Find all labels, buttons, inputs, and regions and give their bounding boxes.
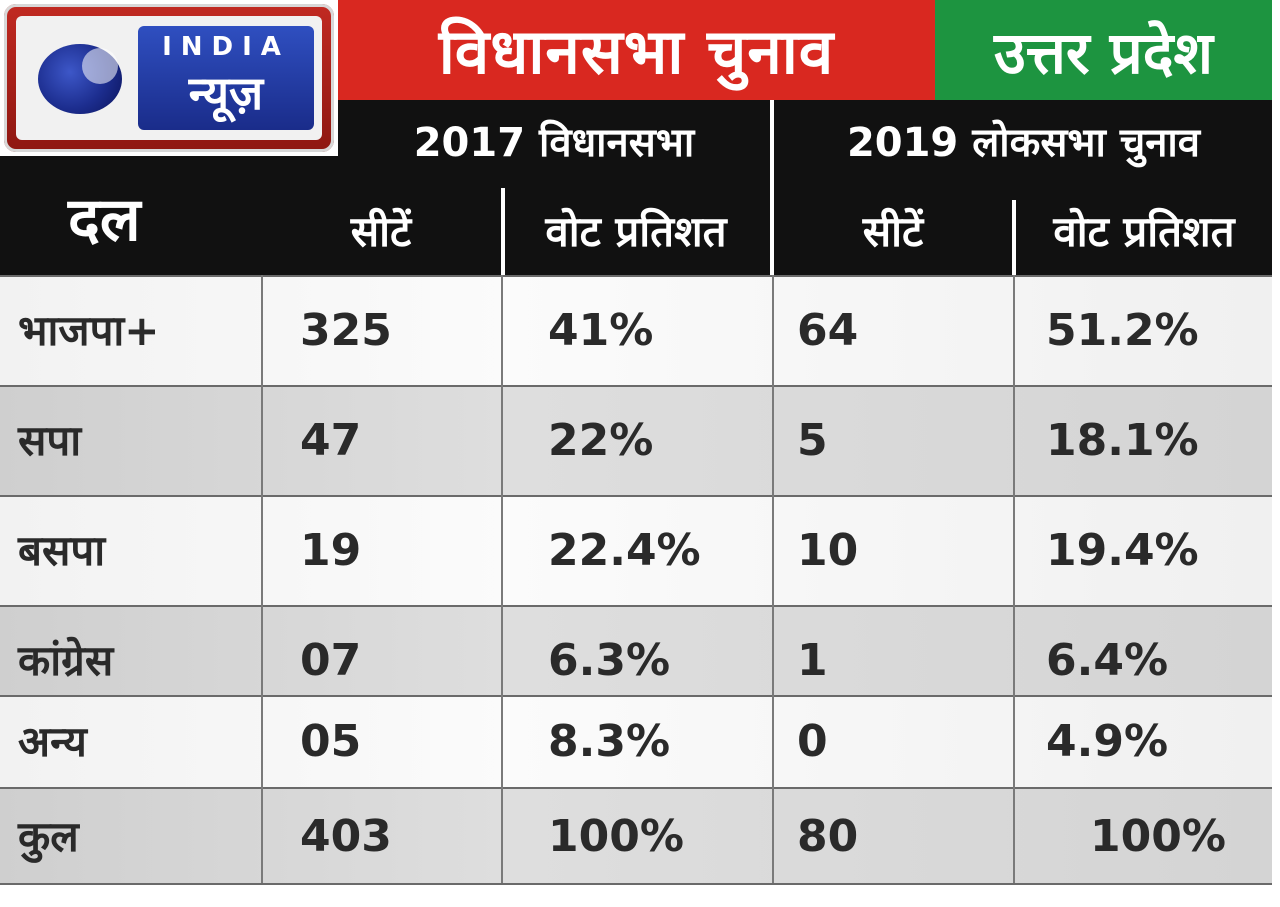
vote-2017: 41% <box>548 305 654 356</box>
grid-line <box>1013 275 1015 885</box>
vote-2019: 18.1% <box>1046 415 1199 466</box>
party-name: भाजपा+ <box>18 306 160 355</box>
seats-2017: 19 <box>300 525 362 576</box>
table-row: अन्य 05 8.3% 0 4.9% <box>0 695 1272 787</box>
table-row: भाजपा+ 325 41% 64 51.2% <box>0 275 1272 385</box>
seats-2019: 1 <box>797 635 828 686</box>
group-divider <box>770 100 774 275</box>
vote-2019: 100% <box>1090 811 1226 862</box>
vote-2017: 100% <box>548 811 684 862</box>
vote-2017: 22% <box>548 415 654 466</box>
seats-2019: 0 <box>797 716 828 767</box>
seats-2019: 80 <box>797 811 859 862</box>
banner-title: विधानसभा चुनाव <box>338 0 935 100</box>
vote-2019: 19.4% <box>1046 525 1199 576</box>
grid-line <box>772 275 774 885</box>
channel-logo: INDIA न्यूज़ <box>4 4 334 152</box>
party-name: अन्य <box>18 717 87 766</box>
vote-2019: 4.9% <box>1046 716 1169 767</box>
table-row: सपा 47 22% 5 18.1% <box>0 385 1272 495</box>
column-header-vote-2017: वोट प्रतिशत <box>545 207 727 256</box>
seats-2019: 10 <box>797 525 859 576</box>
vote-2017: 8.3% <box>548 716 671 767</box>
results-graphic: विधानसभा चुनाव उत्तर प्रदेश INDIA न्यूज़… <box>0 0 1272 885</box>
party-name: बसपा <box>18 526 106 575</box>
grid-line <box>501 275 503 885</box>
logo-text-news: न्यूज़ <box>188 66 264 120</box>
logo-plate: INDIA न्यूज़ <box>138 26 314 130</box>
column-header-vote-2019: वोट प्रतिशत <box>1053 207 1235 256</box>
party-name: कांग्रेस <box>18 636 114 685</box>
group-header-2017: 2017 विधानसभा <box>413 120 695 166</box>
column-header-seats-2017: सीटें <box>350 207 412 256</box>
seats-2017: 07 <box>300 635 362 686</box>
column-header-seats-2019: सीटें <box>862 207 924 256</box>
vote-2019: 6.4% <box>1046 635 1169 686</box>
seats-2017: 403 <box>300 811 392 862</box>
table-row: कुल 403 100% 80 100% <box>0 787 1272 885</box>
table-bottom-border <box>0 883 1272 885</box>
logo-panel: INDIA न्यूज़ <box>16 16 322 140</box>
table-row: बसपा 19 22.4% 10 19.4% <box>0 495 1272 605</box>
banner-state: उत्तर प्रदेश <box>935 0 1272 100</box>
seats-2019: 64 <box>797 305 859 356</box>
seats-2017: 05 <box>300 716 362 767</box>
vote-2019: 51.2% <box>1046 305 1199 356</box>
seats-2019: 5 <box>797 415 828 466</box>
vote-2017: 22.4% <box>548 525 701 576</box>
globe-icon <box>38 44 122 114</box>
party-name: सपा <box>18 416 82 465</box>
seats-2017: 47 <box>300 415 362 466</box>
header-divider <box>1012 200 1016 275</box>
seats-2017: 325 <box>300 305 392 356</box>
vote-2017: 6.3% <box>548 635 671 686</box>
column-header-party: दल <box>68 185 141 255</box>
grid-line <box>261 275 263 885</box>
party-name: कुल <box>18 812 79 861</box>
logo-text-india: INDIA <box>162 32 290 62</box>
group-header-2019: 2019 लोकसभा चुनाव <box>846 120 1201 166</box>
header-divider <box>501 188 505 275</box>
